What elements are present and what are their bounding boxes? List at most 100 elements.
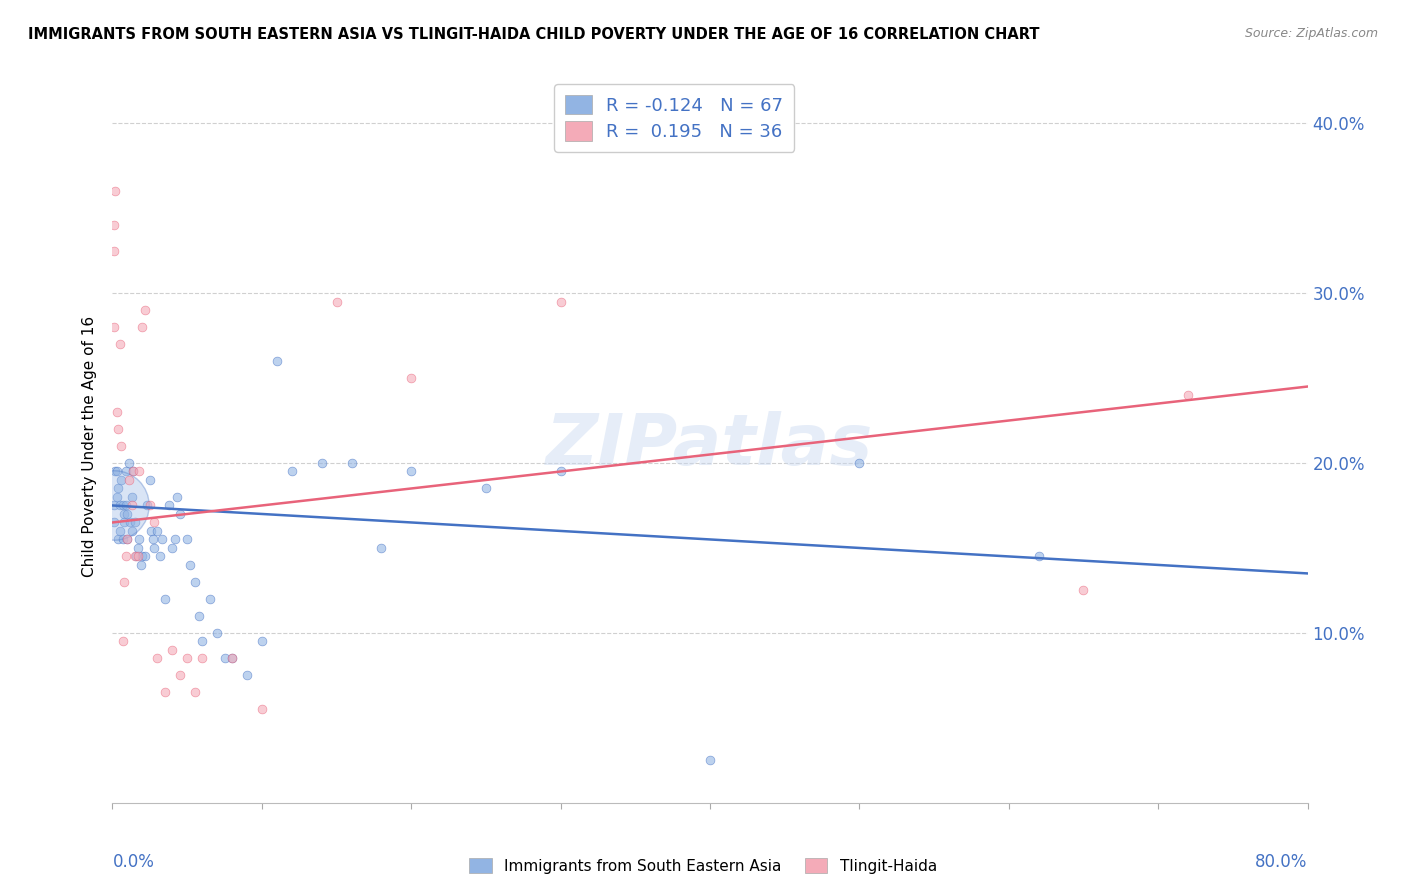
Point <box>214 651 236 665</box>
Point <box>118 473 141 487</box>
Point <box>141 524 163 538</box>
Point <box>110 439 132 453</box>
Point <box>129 558 152 572</box>
Point <box>118 456 141 470</box>
Point <box>311 456 333 470</box>
Point <box>266 354 288 368</box>
Point <box>121 524 143 538</box>
Legend: Immigrants from South Eastern Asia, Tlingit-Haida: Immigrants from South Eastern Asia, Tlin… <box>463 852 943 880</box>
Point <box>1028 549 1050 564</box>
Point <box>103 218 125 232</box>
Point <box>205 626 228 640</box>
Point <box>125 549 148 564</box>
Point <box>111 533 134 547</box>
Point <box>117 533 139 547</box>
Point <box>110 473 132 487</box>
Point <box>221 651 243 665</box>
Point <box>103 499 125 513</box>
Point <box>157 499 180 513</box>
Point <box>221 651 243 665</box>
Point <box>139 473 162 487</box>
Point <box>108 337 131 351</box>
Text: 0.0%: 0.0% <box>112 853 155 871</box>
Point <box>183 685 205 699</box>
Point <box>108 499 131 513</box>
Point <box>131 320 153 334</box>
Point <box>146 651 169 665</box>
Point <box>107 533 129 547</box>
Point <box>236 668 259 682</box>
Point <box>122 465 145 479</box>
Point <box>105 465 128 479</box>
Point <box>105 405 128 419</box>
Point <box>124 549 146 564</box>
Point <box>1073 583 1095 598</box>
Point <box>250 702 273 716</box>
Point <box>370 541 392 555</box>
Point <box>121 499 143 513</box>
Text: 80.0%: 80.0% <box>1256 853 1308 871</box>
Point <box>117 507 139 521</box>
Point <box>165 533 187 547</box>
Point <box>401 465 423 479</box>
Point <box>120 516 142 530</box>
Point <box>143 516 166 530</box>
Point <box>191 634 214 648</box>
Point <box>143 541 166 555</box>
Point <box>114 516 135 530</box>
Point <box>475 482 498 496</box>
Point <box>127 549 149 564</box>
Point <box>134 549 156 564</box>
Point <box>103 320 125 334</box>
Point <box>281 465 304 479</box>
Point <box>191 651 214 665</box>
Point <box>107 422 129 436</box>
Point <box>134 303 156 318</box>
Point <box>127 541 149 555</box>
Point <box>188 608 211 623</box>
Point <box>848 456 870 470</box>
Point <box>131 549 153 564</box>
Point <box>550 465 572 479</box>
Point <box>149 549 172 564</box>
Point <box>166 490 188 504</box>
Point <box>183 574 205 589</box>
Point <box>176 533 198 547</box>
Point <box>111 634 134 648</box>
Point <box>401 371 423 385</box>
Point <box>103 499 125 513</box>
Legend: R = -0.124   N = 67, R =  0.195   N = 36: R = -0.124 N = 67, R = 0.195 N = 36 <box>554 84 794 152</box>
Point <box>128 533 150 547</box>
Point <box>135 499 157 513</box>
Point <box>114 507 135 521</box>
Text: ZIPatlas: ZIPatlas <box>547 411 873 481</box>
Point <box>105 490 128 504</box>
Point <box>153 591 176 606</box>
Y-axis label: Child Poverty Under the Age of 16: Child Poverty Under the Age of 16 <box>82 316 97 576</box>
Point <box>115 499 138 513</box>
Point <box>176 651 198 665</box>
Point <box>139 499 162 513</box>
Point <box>169 507 191 521</box>
Point <box>162 643 183 657</box>
Text: IMMIGRANTS FROM SOUTH EASTERN ASIA VS TLINGIT-HAIDA CHILD POVERTY UNDER THE AGE : IMMIGRANTS FROM SOUTH EASTERN ASIA VS TL… <box>28 27 1039 42</box>
Point <box>104 465 127 479</box>
Point <box>114 574 135 589</box>
Point <box>325 294 347 309</box>
Point <box>550 294 572 309</box>
Point <box>1177 388 1199 402</box>
Point <box>122 465 145 479</box>
Point <box>250 634 273 648</box>
Text: Source: ZipAtlas.com: Source: ZipAtlas.com <box>1244 27 1378 40</box>
Point <box>198 591 221 606</box>
Point <box>103 516 125 530</box>
Point <box>169 668 191 682</box>
Point <box>103 244 125 258</box>
Point <box>124 516 146 530</box>
Point <box>108 524 131 538</box>
Point <box>117 533 139 547</box>
Point <box>107 482 129 496</box>
Point <box>128 465 150 479</box>
Point <box>179 558 201 572</box>
Point <box>699 753 721 767</box>
